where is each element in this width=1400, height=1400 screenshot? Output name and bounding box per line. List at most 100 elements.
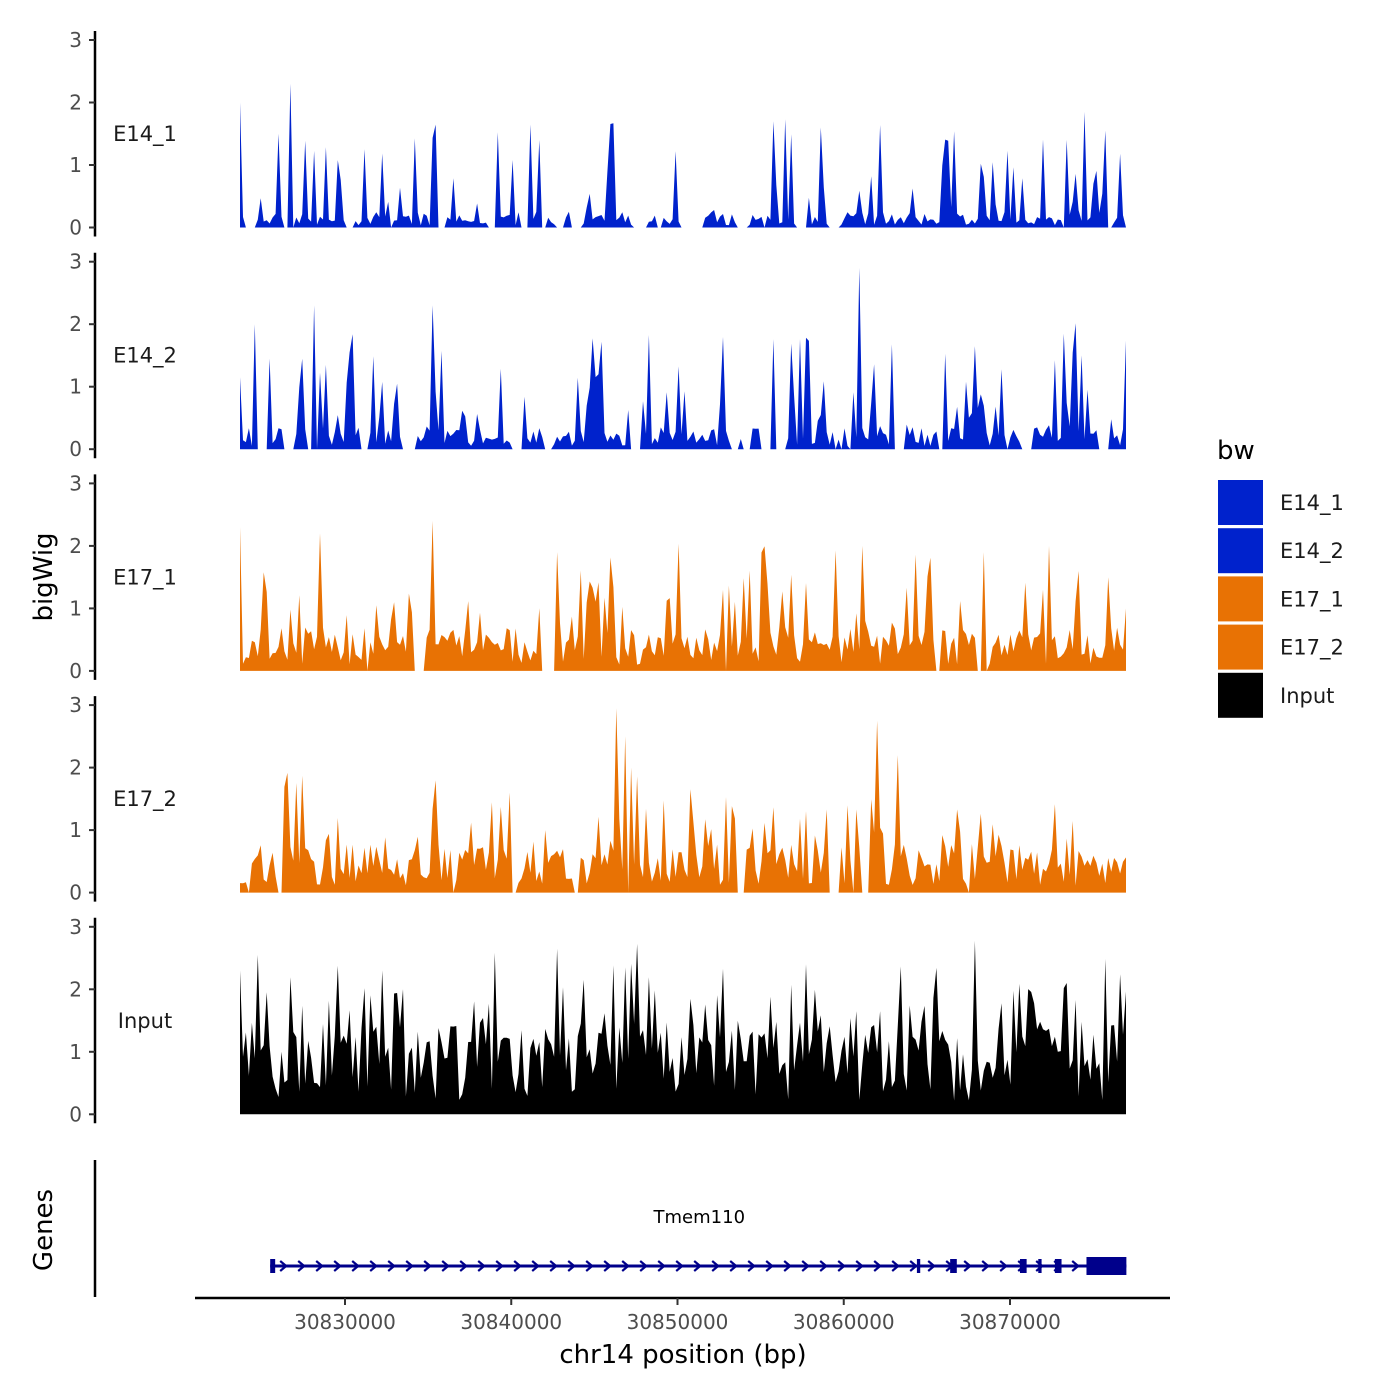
genes-track: Tmem110 [93,1160,1127,1297]
track-panel-e14-2: 0 1 2 3 E14_2 [69,250,1126,461]
y-tick-label: 0 [69,881,82,905]
strand-arrow [675,1260,684,1272]
legend-key [1218,528,1263,574]
y-tick-label: 2 [69,977,82,1001]
y-tick-label: 3 [69,471,82,495]
y-tick-label: 2 [69,91,82,115]
strand-arrow [567,1260,576,1272]
legend-label: E14_1 [1280,491,1344,516]
track-label: Input [118,1009,172,1033]
y-tick-label: 0 [69,437,82,461]
strand-arrow [477,1260,486,1272]
strand-arrow [495,1260,504,1272]
y-tick-label: 3 [69,915,82,939]
strand-arrow [819,1260,828,1272]
x-axis-title: chr14 position (bp) [559,1340,806,1370]
y-tick-label: 0 [69,1102,82,1126]
legend: bw E14_1 E14_2 E17_1 E17_2 Input [1217,436,1344,718]
strand-arrow [909,1260,918,1272]
legend-label: Input [1280,684,1334,708]
strand-arrow [621,1260,630,1272]
strand-arrow [603,1260,612,1272]
strand-arrow [837,1260,846,1272]
strand-arrow [981,1260,990,1272]
y-tick-label: 3 [69,693,82,717]
strand-arrow [927,1260,936,1272]
strand-arrow [315,1260,324,1272]
y-tick-label: 2 [69,312,82,336]
genes-axis-title: Genes [29,1189,59,1271]
gene-exon [1019,1259,1027,1273]
legend-label: E17_1 [1280,587,1344,612]
x-tick-label: 30860000 [793,1310,895,1334]
y-tick-label: 1 [69,153,82,177]
strand-arrow [747,1260,756,1272]
x-tick-label: 30830000 [294,1310,396,1334]
y-tick-label: 1 [69,1040,82,1064]
strand-arrow [1071,1260,1080,1272]
strand-arrow [441,1260,450,1272]
y-tick-label: 1 [69,375,82,399]
track-label: E14_1 [113,122,177,147]
legend-label: E17_2 [1280,636,1344,661]
strand-arrow [297,1260,306,1272]
strand-arrow [891,1260,900,1272]
gene-exon [950,1259,957,1273]
strand-arrow [333,1260,342,1272]
track-label: E14_2 [113,344,177,369]
signal-area-input [240,940,1126,1115]
legend-title: bw [1217,436,1255,466]
strand-arrow [783,1260,792,1272]
y-tick-label: 2 [69,756,82,780]
strand-arrow [531,1260,540,1272]
signal-area-e17-2 [240,708,1126,893]
strand-arrow [423,1260,432,1272]
strand-arrow [513,1260,522,1272]
signal-area-e14-1 [240,83,1126,228]
gene-name-label: Tmem110 [653,1207,746,1228]
legend-key [1218,624,1263,670]
strand-arrow [999,1260,1008,1272]
strand-arrow [549,1260,558,1272]
strand-arrow [279,1260,288,1272]
strand-arrow [711,1260,720,1272]
y-tick-label: 2 [69,534,82,558]
track-panel-input: 0 1 2 3 Input [69,915,1126,1126]
y-axis-title: bigWig [29,532,59,621]
y-tick-label: 1 [69,818,82,842]
legend-key [1218,576,1263,622]
strand-arrow [387,1260,396,1272]
signal-area-e14-2 [240,267,1126,450]
x-tick-label: 30870000 [959,1310,1061,1334]
strand-arrow [351,1260,360,1272]
gene-exon [1086,1257,1127,1275]
strand-arrow [639,1260,648,1272]
strand-arrow [801,1260,810,1272]
gene-exon [1038,1259,1042,1273]
track-label: E17_2 [113,787,177,812]
strand-arrow [1035,1260,1044,1272]
track-panel-e17-1: 0 1 2 3 E17_1 [69,471,1126,683]
strand-arrow [765,1260,774,1272]
y-tick-label: 3 [69,250,82,274]
y-tick-label: 0 [69,216,82,240]
gene-exon [916,1259,921,1273]
strand-arrow [369,1260,378,1272]
strand-arrow [585,1260,594,1272]
strand-arrow [729,1260,738,1272]
strand-arrow [855,1260,864,1272]
strand-arrow [693,1260,702,1272]
y-tick-label: 1 [69,596,82,620]
track-label: E17_1 [113,565,177,590]
track-panel-e17-2: 0 1 2 3 E17_2 [69,693,1126,905]
x-tick-label: 30850000 [627,1310,729,1334]
legend-key [1218,480,1263,525]
track-panel-e14-1: 0 1 2 3 E14_1 [69,28,1126,240]
strand-arrow [963,1260,972,1272]
x-tick-label: 30840000 [460,1310,562,1334]
legend-label: E14_2 [1280,539,1344,564]
x-axis: 30830000 30840000 30850000 30860000 30870000 [195,1296,1170,1334]
signal-tracks: 0 1 2 3 E14_1 0 1 2 3 E14_2 0 1 2 3 E17_1 0 1 2 3 E17_2 0 1 2 3… [69,28,1126,1126]
gene-exon [270,1259,276,1273]
